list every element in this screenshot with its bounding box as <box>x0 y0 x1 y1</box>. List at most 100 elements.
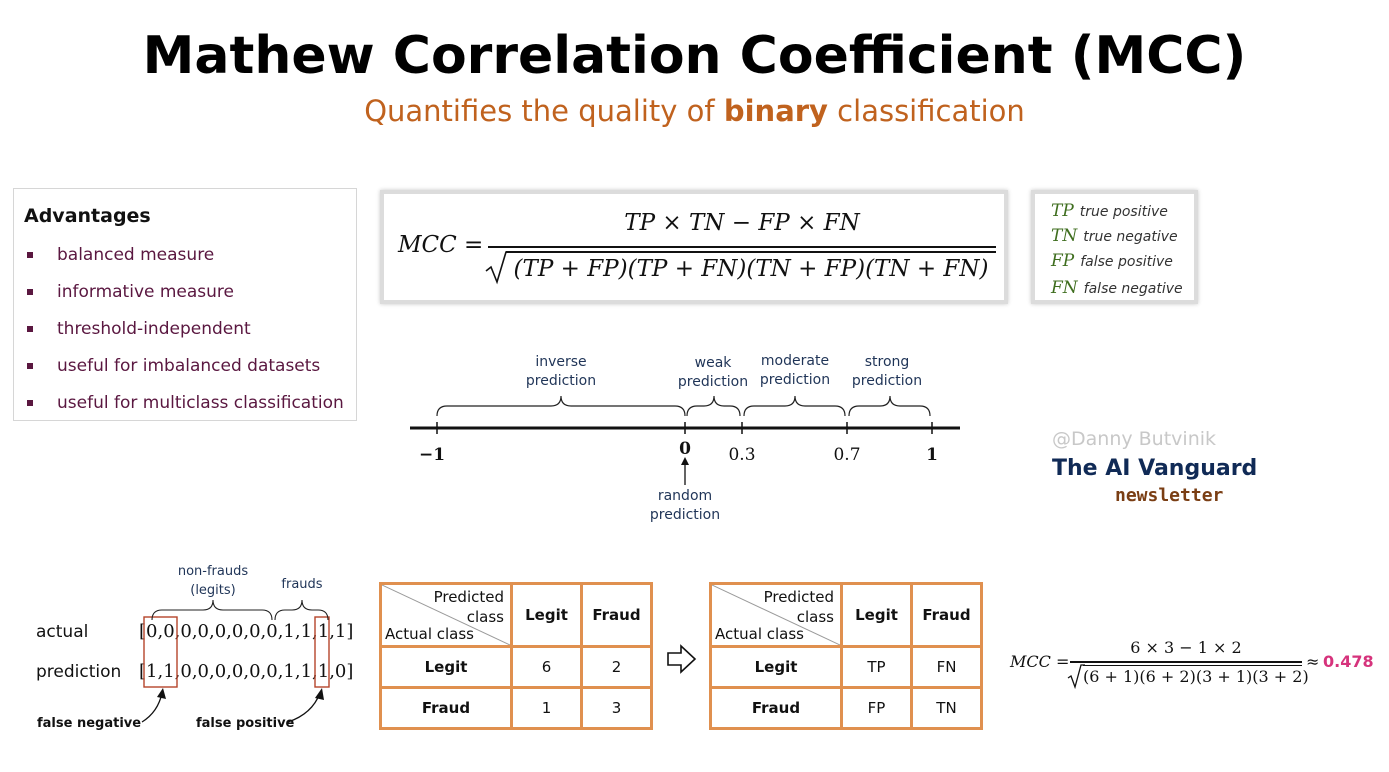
bullet-icon <box>27 363 33 369</box>
matrix-cell: 3 <box>580 686 653 730</box>
confusion-matrix-symbols: Predicted class Actual class Legit Fraud … <box>709 582 983 730</box>
legend-label: false positive <box>1080 254 1173 270</box>
range-label-line: inverse <box>535 354 587 370</box>
calc-result: 0.478 <box>1323 652 1374 671</box>
advantage-label: informative measure <box>57 282 235 302</box>
legend-label: true negative <box>1083 229 1178 245</box>
bullet-icon <box>27 326 33 332</box>
false-negative-highlight <box>143 616 178 688</box>
matrix-cell: 2 <box>580 645 653 689</box>
range-brace <box>848 395 931 417</box>
author-handle: @Danny Butvinik <box>1052 428 1217 450</box>
tick-label: 1 <box>926 445 938 465</box>
advantage-label: useful for imbalanced datasets <box>57 356 321 376</box>
formula-lhs: MCC = <box>398 232 484 258</box>
column-header-legit: Legit <box>510 582 583 648</box>
matrix-cell: FN <box>910 645 983 689</box>
legend-abbr: FN <box>1051 278 1078 298</box>
advantages-panel: Advantages balanced measure informative … <box>13 188 357 421</box>
advantage-label: useful for multiclass classification <box>57 393 344 413</box>
matrix-corner: Predicted class Actual class <box>379 582 513 648</box>
range-brace <box>743 395 846 417</box>
tick-label: 0.7 <box>833 445 861 465</box>
false-positive-label: false positive <box>196 716 295 731</box>
group-brace <box>151 599 273 621</box>
bullet-icon <box>27 289 33 295</box>
range-brace <box>686 395 741 417</box>
column-header-fraud: Fraud <box>910 582 983 648</box>
corner-predicted-line: Predicted <box>763 588 834 606</box>
row-header-legit: Legit <box>379 645 513 689</box>
group-label-frauds: frauds <box>281 577 323 592</box>
arrow-up-icon <box>681 457 689 465</box>
mcc-calculation: MCC = 6 × 3 − 1 × 2 (6 + 1)(6 + 2)(3 + 1… <box>1008 630 1378 692</box>
matrix-cell: TN <box>910 686 983 730</box>
legend-item: FN false negative <box>1051 278 1183 298</box>
tick-label: −1 <box>418 445 446 465</box>
diagonal-divider <box>382 585 510 645</box>
brand-subtitle: newsletter <box>1115 485 1224 506</box>
range-label-line: moderate <box>760 353 830 369</box>
corner-actual: Actual class <box>715 625 804 643</box>
legend-item: TN true negative <box>1051 226 1178 246</box>
confusion-matrix-counts: Predicted class Actual class Legit Fraud … <box>379 582 653 730</box>
legend-item: TP true positive <box>1051 201 1168 221</box>
range-label-line: strong <box>864 354 910 370</box>
calc-approx: ≈ <box>1306 652 1320 671</box>
group-label-line: non-frauds <box>177 564 249 579</box>
sqrt-bar <box>506 251 996 253</box>
abbreviation-legend: TP true positive TN true negative FP false … <box>1031 190 1198 304</box>
arrow-up-icon <box>315 688 324 700</box>
prediction-row-label: prediction <box>36 662 122 682</box>
corner-predicted: Predicted class <box>434 587 504 627</box>
row-header-legit: Legit <box>709 645 843 689</box>
tick-label: 0 <box>679 439 691 459</box>
legend-abbr: TP <box>1051 201 1074 221</box>
false-negative-label: false negative <box>37 716 142 731</box>
calc-lhs: MCC = <box>1010 652 1070 671</box>
actual-sequence: [0,0,0,0,0,0,0,0,1,1,1,1] <box>139 621 354 642</box>
tick-label: 0.3 <box>728 445 756 465</box>
legend-label: false negative <box>1083 281 1183 297</box>
matrix-cell: 6 <box>510 645 583 689</box>
mcc-formula-box: MCC = TP × TN − FP × FN (TP + FP)(TP + F… <box>380 190 1008 304</box>
page-title: Mathew Correlation Coefficient (MCC) <box>142 26 1247 86</box>
subtitle-prefix: Quantifies the quality of <box>364 94 724 128</box>
corner-predicted-line: class <box>466 608 504 626</box>
false-positive-highlight <box>314 616 330 688</box>
advantages-title: Advantages <box>24 205 151 227</box>
range-brace <box>436 395 686 417</box>
subtitle-bold: binary <box>723 94 828 128</box>
advantage-label: threshold-independent <box>57 319 251 339</box>
range-label-strong: strong prediction <box>847 353 927 391</box>
matrix-cell: FP <box>840 686 913 730</box>
legend-abbr: TN <box>1051 226 1078 246</box>
corner-predicted: Predicted class <box>764 587 834 627</box>
group-brace <box>274 599 329 621</box>
row-header-fraud: Fraud <box>709 686 843 730</box>
arrow-right-icon <box>667 644 697 674</box>
corner-predicted-line: Predicted <box>433 588 504 606</box>
legend-abbr: FP <box>1051 251 1075 271</box>
calc-fraction-bar <box>1070 661 1302 663</box>
range-label-weak: weak prediction <box>673 354 753 392</box>
subtitle-suffix: classification <box>827 94 1025 128</box>
corner-actual: Actual class <box>385 625 474 643</box>
column-header-legit: Legit <box>840 582 913 648</box>
formula-numerator: TP × TN − FP × FN <box>624 210 860 236</box>
range-label-inverse: inverse prediction <box>511 353 611 391</box>
legend-item: FP false positive <box>1051 251 1173 271</box>
calc-denominator: (6 + 1)(6 + 2)(3 + 1)(3 + 2) <box>1083 667 1309 686</box>
column-header-fraud: Fraud <box>580 582 653 648</box>
matrix-cell: 1 <box>510 686 583 730</box>
group-label-nonfrauds: non-frauds (legits) <box>163 562 263 600</box>
bullet-icon <box>27 252 33 258</box>
corner-predicted-line: class <box>796 608 834 626</box>
prediction-sequence: [1,1,0,0,0,0,0,0,1,1,1,0] <box>139 661 354 682</box>
range-label-moderate: moderate prediction <box>750 352 840 390</box>
range-label-line: prediction <box>759 372 831 388</box>
page-subtitle: Quantifies the quality of binary classif… <box>0 94 1389 128</box>
brand-name: The AI Vanguard <box>1052 456 1258 481</box>
